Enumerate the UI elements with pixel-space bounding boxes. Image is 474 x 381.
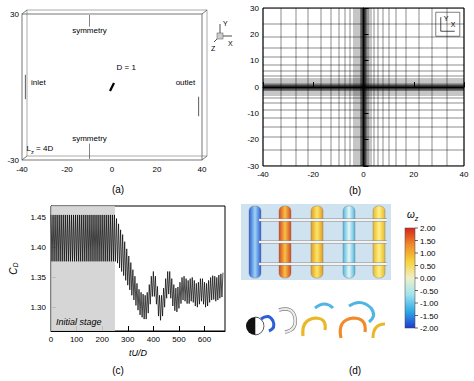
svg-text:200: 200 xyxy=(95,335,109,344)
svg-text:-20: -20 xyxy=(61,165,73,174)
svg-text:40: 40 xyxy=(460,170,469,179)
svg-text:1.40: 1.40 xyxy=(30,243,46,252)
svg-text:500: 500 xyxy=(172,335,186,344)
svg-text:-30: -30 xyxy=(247,161,259,171)
svg-text:-40: -40 xyxy=(257,170,269,179)
svg-text:Y: Y xyxy=(444,15,449,22)
svg-text:-1.50: -1.50 xyxy=(420,312,439,321)
svg-text:1.50: 1.50 xyxy=(420,237,436,246)
svg-text:1.35: 1.35 xyxy=(30,273,46,282)
svg-text:600: 600 xyxy=(198,335,212,344)
svg-text:1.00: 1.00 xyxy=(420,249,436,258)
svg-text:400: 400 xyxy=(147,335,161,344)
svg-text:Lz = 4D: Lz = 4D xyxy=(27,144,54,154)
svg-text:2.00: 2.00 xyxy=(420,224,436,233)
svg-text:Z: Z xyxy=(211,45,216,52)
svg-text:0: 0 xyxy=(361,170,366,179)
svg-text:(c): (c) xyxy=(112,365,124,376)
svg-text:Initial stage: Initial stage xyxy=(56,317,102,327)
svg-text:(a): (a) xyxy=(112,184,124,195)
svg-text:40: 40 xyxy=(198,165,207,174)
svg-text:(b): (b) xyxy=(349,185,361,196)
svg-text:30: 30 xyxy=(10,10,19,19)
svg-text:20: 20 xyxy=(409,170,418,179)
svg-text:-40: -40 xyxy=(16,165,28,174)
svg-text:300: 300 xyxy=(121,335,135,344)
svg-text:Y: Y xyxy=(223,20,228,27)
svg-text:D: D xyxy=(12,262,19,267)
svg-text:C: C xyxy=(7,267,19,275)
svg-text:10: 10 xyxy=(250,56,259,65)
svg-text:inlet: inlet xyxy=(31,78,46,87)
svg-text:tU/D: tU/D xyxy=(129,348,148,358)
svg-text:-20: -20 xyxy=(307,170,319,179)
svg-text:0: 0 xyxy=(49,335,54,344)
svg-text:symmetry: symmetry xyxy=(72,26,107,35)
svg-text:30: 30 xyxy=(250,4,259,13)
svg-text:20: 20 xyxy=(153,165,162,174)
svg-text:-30: -30 xyxy=(7,156,19,165)
svg-text:-20: -20 xyxy=(247,135,259,144)
svg-text:symmetry: symmetry xyxy=(72,134,107,143)
svg-text:outlet: outlet xyxy=(176,78,196,87)
svg-text:1.30: 1.30 xyxy=(30,303,46,312)
svg-text:(d): (d) xyxy=(349,365,361,376)
svg-text:0.50: 0.50 xyxy=(420,262,436,271)
svg-text:X: X xyxy=(451,21,456,28)
svg-text:1.45: 1.45 xyxy=(30,213,46,222)
svg-text:0.00: 0.00 xyxy=(420,274,436,283)
svg-text:0: 0 xyxy=(110,165,115,174)
svg-text:D = 1: D = 1 xyxy=(117,63,137,72)
svg-text:20: 20 xyxy=(250,30,259,39)
svg-text:ωz: ωz xyxy=(407,209,419,223)
svg-text:0: 0 xyxy=(255,83,260,92)
svg-text:-2.00: -2.00 xyxy=(420,324,439,333)
svg-text:100: 100 xyxy=(70,335,84,344)
svg-text:-0.50: -0.50 xyxy=(420,287,439,296)
svg-text:-1.00: -1.00 xyxy=(420,299,439,308)
svg-text:-10: -10 xyxy=(247,109,259,118)
svg-text:X: X xyxy=(228,40,233,47)
